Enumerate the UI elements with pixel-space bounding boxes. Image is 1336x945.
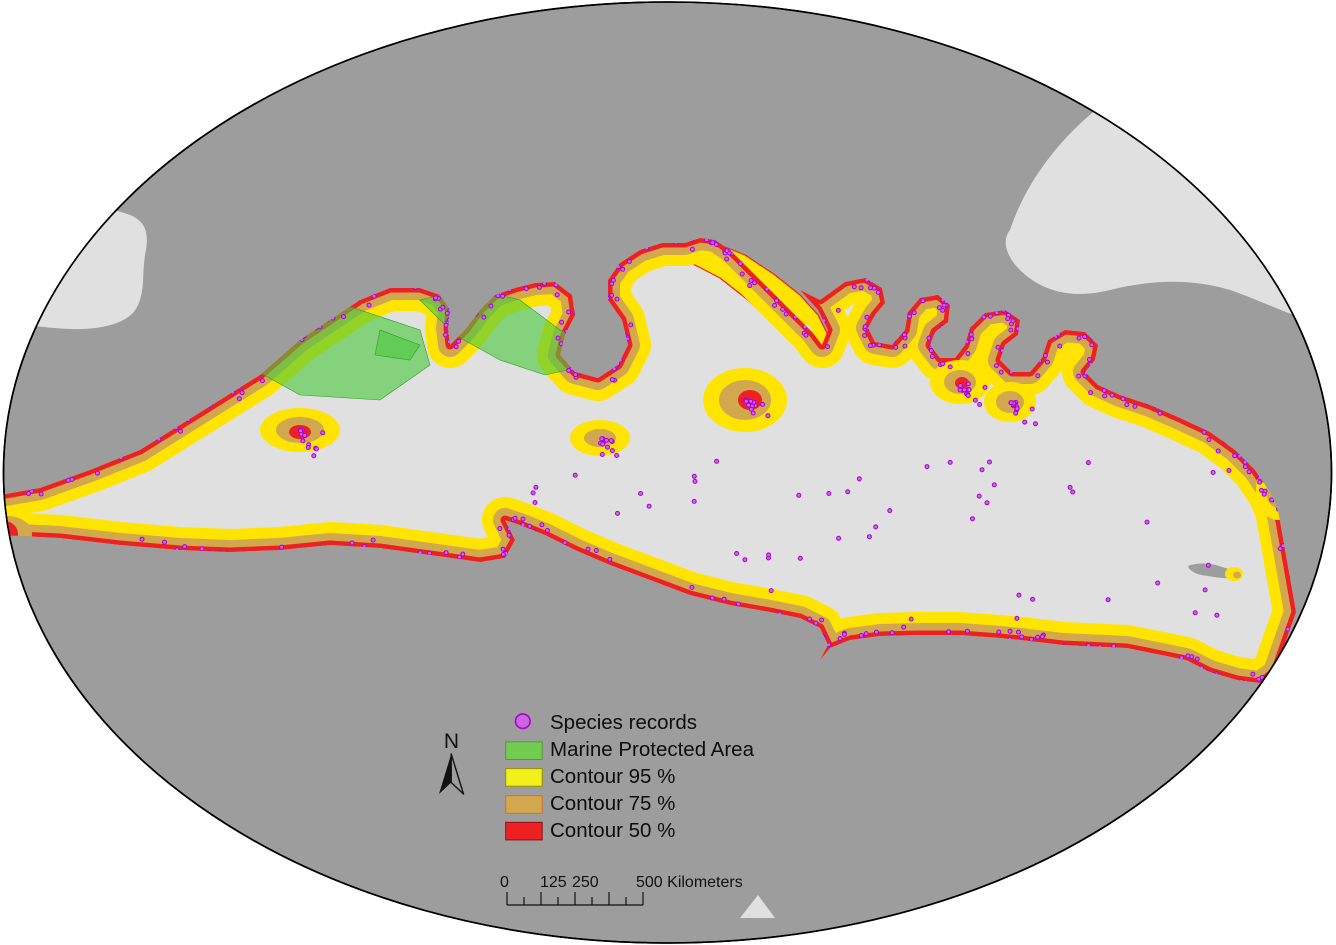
svg-text:0: 0: [500, 874, 509, 891]
svg-text:Contour 95 %: Contour 95 %: [550, 765, 675, 788]
svg-text:Contour 50 %: Contour 50 %: [550, 819, 675, 842]
svg-text:125: 125: [540, 874, 567, 891]
svg-text:Marine Protected Area: Marine Protected Area: [550, 738, 755, 761]
svg-text:500 Kilometers: 500 Kilometers: [636, 874, 743, 891]
svg-text:N: N: [444, 730, 459, 753]
svg-text:Species records: Species records: [550, 711, 697, 734]
svg-text:Contour 75 %: Contour 75 %: [550, 792, 675, 815]
svg-text:250: 250: [572, 874, 599, 891]
